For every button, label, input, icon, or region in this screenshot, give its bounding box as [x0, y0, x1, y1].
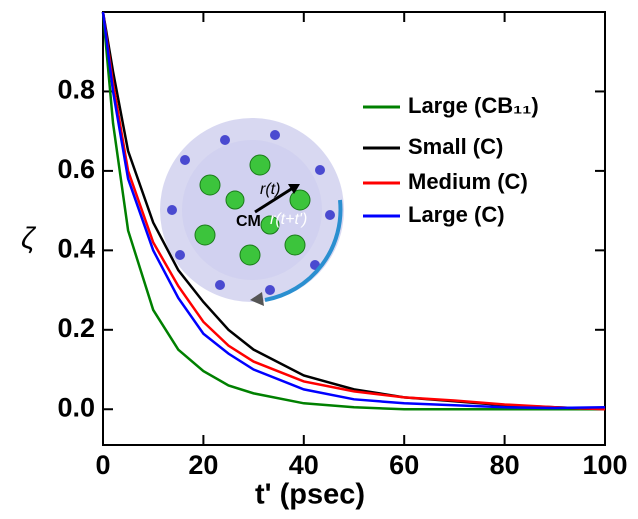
- series-line: [101, 11, 606, 410]
- x-tick-label: 20: [188, 450, 218, 480]
- legend-label: Large (C): [408, 202, 505, 227]
- x-tick-label: 100: [582, 450, 627, 480]
- legend-label: Large (CB₁₁): [408, 93, 539, 118]
- y-tick-label: 0.2: [57, 313, 95, 343]
- annotation: CM: [236, 213, 261, 230]
- annotation: r(t+t'): [270, 211, 307, 228]
- y-tick-label: 0.6: [57, 154, 95, 184]
- y-tick-label: 0.8: [57, 75, 95, 105]
- y-tick-label: 0.4: [57, 233, 95, 263]
- annotation: r(t): [260, 181, 280, 198]
- plot-frame: [102, 11, 606, 446]
- inset-illustration: CM r(t) r(t+t'): [160, 118, 344, 306]
- x-tick-label: 60: [389, 450, 419, 480]
- series-line: [101, 11, 606, 411]
- x-tick-label: 40: [289, 450, 319, 480]
- legend-label: Small (C): [408, 134, 503, 159]
- legend-label: Medium (C): [408, 169, 528, 194]
- x-tick-label: 0: [95, 450, 110, 480]
- y-tick-label: 0.0: [57, 392, 95, 422]
- y-axis-label: ζ: [21, 222, 37, 255]
- series-line: [101, 11, 605, 411]
- x-tick-label: 80: [490, 450, 520, 480]
- x-axis-label: t' (psec): [255, 479, 365, 511]
